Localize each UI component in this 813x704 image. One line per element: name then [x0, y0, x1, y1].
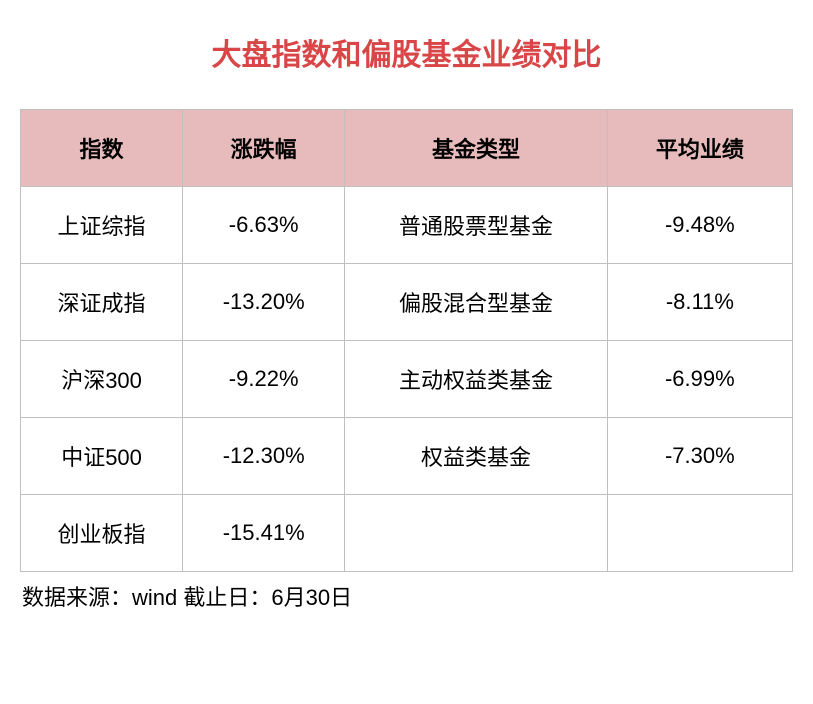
table-row: 创业板指 -15.41%	[21, 495, 793, 572]
cell-change: -9.22%	[183, 341, 345, 418]
table-header-row: 指数 涨跌幅 基金类型 平均业绩	[21, 110, 793, 187]
cell-fund-type	[345, 495, 607, 572]
header-performance: 平均业绩	[607, 110, 792, 187]
cell-index: 创业板指	[21, 495, 183, 572]
cell-index: 中证500	[21, 418, 183, 495]
cell-performance	[607, 495, 792, 572]
table-row: 中证500 -12.30% 权益类基金 -7.30%	[21, 418, 793, 495]
chart-title: 大盘指数和偏股基金业绩对比	[20, 30, 793, 74]
header-index: 指数	[21, 110, 183, 187]
cell-performance: -7.30%	[607, 418, 792, 495]
data-source-label: 数据来源：wind 截止日：6月30日	[20, 580, 793, 612]
cell-performance: -6.99%	[607, 341, 792, 418]
cell-fund-type: 主动权益类基金	[345, 341, 607, 418]
cell-fund-type: 权益类基金	[345, 418, 607, 495]
cell-change: -12.30%	[183, 418, 345, 495]
cell-change: -6.63%	[183, 187, 345, 264]
cell-change: -13.20%	[183, 264, 345, 341]
table-row: 沪深300 -9.22% 主动权益类基金 -6.99%	[21, 341, 793, 418]
table-row: 上证综指 -6.63% 普通股票型基金 -9.48%	[21, 187, 793, 264]
comparison-table-container: 指数 涨跌幅 基金类型 平均业绩 上证综指 -6.63% 普通股票型基金 -9.…	[20, 109, 793, 572]
cell-performance: -9.48%	[607, 187, 792, 264]
cell-index: 上证综指	[21, 187, 183, 264]
header-fund-type: 基金类型	[345, 110, 607, 187]
cell-index: 深证成指	[21, 264, 183, 341]
table-row: 深证成指 -13.20% 偏股混合型基金 -8.11%	[21, 264, 793, 341]
header-change: 涨跌幅	[183, 110, 345, 187]
comparison-table: 指数 涨跌幅 基金类型 平均业绩 上证综指 -6.63% 普通股票型基金 -9.…	[20, 109, 793, 572]
cell-index: 沪深300	[21, 341, 183, 418]
cell-change: -15.41%	[183, 495, 345, 572]
cell-fund-type: 普通股票型基金	[345, 187, 607, 264]
cell-fund-type: 偏股混合型基金	[345, 264, 607, 341]
cell-performance: -8.11%	[607, 264, 792, 341]
